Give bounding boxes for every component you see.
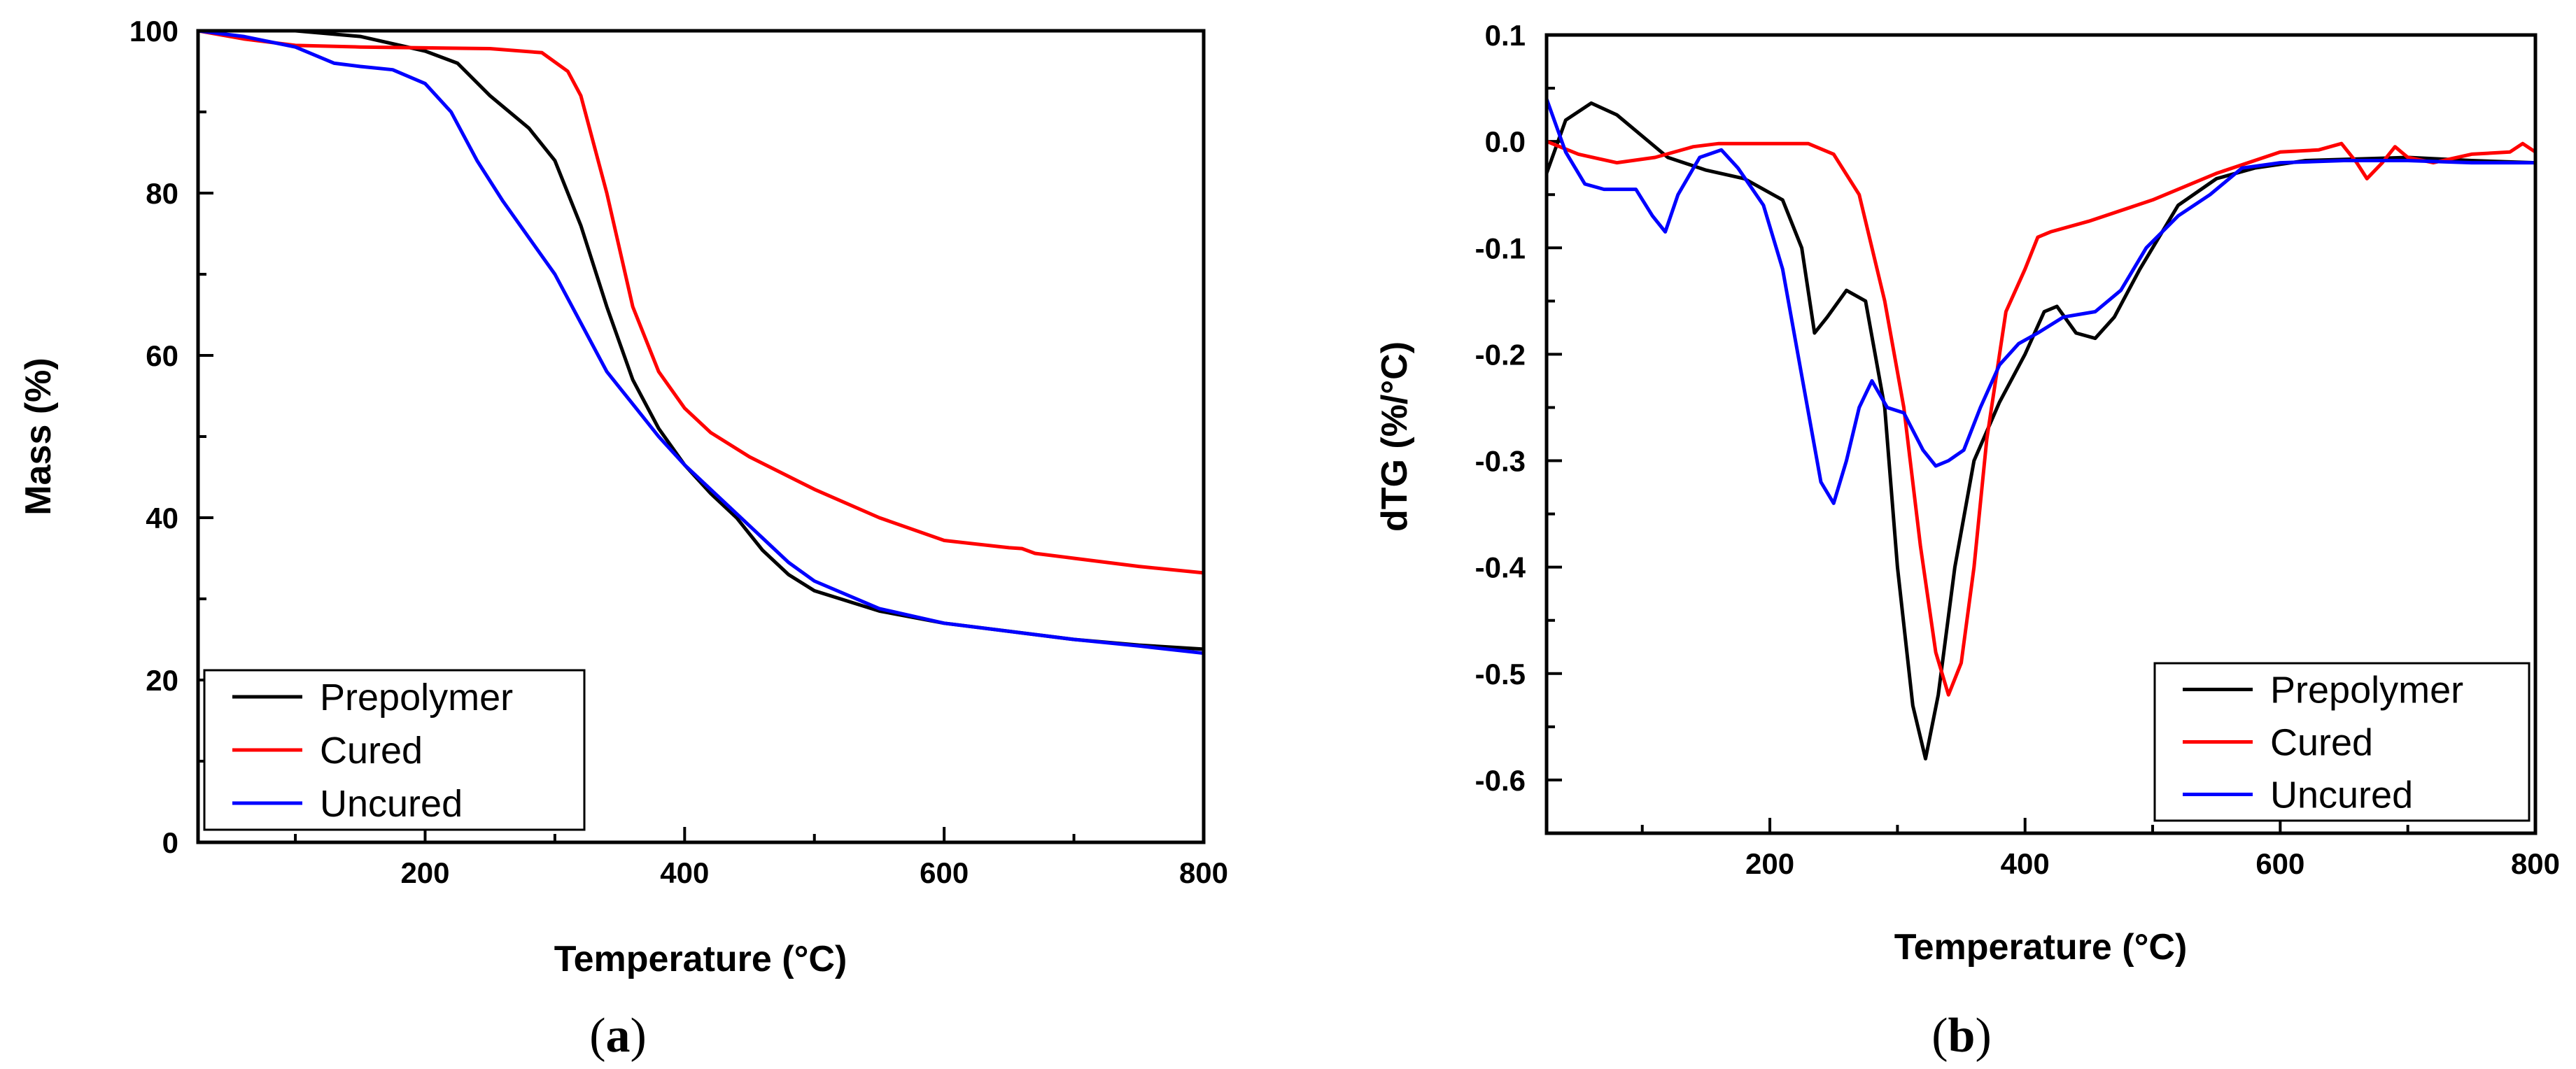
panel-b-x-tick-label: 400 [2001,847,2050,880]
panel-a-series-layer [197,29,1204,656]
panel-a-y-tick-label: 80 [146,177,178,210]
panel-a-series-cured [197,29,1204,575]
panel-b-y-tick-label: -0.1 [1475,232,1526,264]
panel-b-y-tick-label: 0.0 [1485,125,1526,158]
panel-b-series-prepolymer [1544,101,2536,760]
panel-b-chart: 200 400 600 800 0.1 0.0 -0.1 -0.2 -0.3 -0.4 -0.5 -0… [1374,19,2560,1063]
panel-b-y-tick-label: 0.1 [1485,19,1526,52]
panel-a-x-tick-label: 400 [660,856,709,889]
panel-a-x-axis-label: Temperature (°C) [554,939,847,979]
panel-b-x-tick-label: 800 [2511,847,2560,880]
panel-b-legend: Prepolymer Cured Uncured [2153,662,2531,822]
panel-b-legend-label-prepolymer: Prepolymer [2270,670,2463,712]
panel-b-series-layer [1544,98,2537,760]
panel-a-legend-label-uncured: Uncured [320,783,463,825]
panel-a-plot-frame [196,29,1206,844]
panel-a-y-tick-label: 20 [146,664,178,697]
panel-a-tick-labels: 200 400 600 800 0 20 40 60 80 100 [129,15,1228,889]
panel-a-y-tick-label: 40 [146,502,178,534]
panel-a-series-uncured [197,29,1204,656]
panel-b-y-tick-label: -0.6 [1475,764,1526,797]
panel-b-y-tick-label: -0.3 [1475,445,1526,478]
panel-b-series-uncured [1544,98,2535,505]
panel-b-tick-labels: 200 400 600 800 0.1 0.0 -0.1 -0.2 -0.3 -0.4 -0.5 -0… [1475,19,2560,880]
panel-a-letter: a [606,1009,631,1063]
panel-a-y-tick-label: 100 [129,15,178,48]
panel-b-x-tick-label: 200 [1745,847,1794,880]
panel-a-y-axis-label: Mass (%) [18,357,59,515]
panel-a-caption: (a) [589,1009,647,1063]
panel-b-y-tick-label: -0.2 [1475,338,1526,371]
panel-b-legend-label-uncured: Uncured [2270,774,2413,816]
panel-b-x-tick-label: 600 [2255,847,2304,880]
panel-a-legend-label-prepolymer: Prepolymer [320,677,513,718]
panel-a-legend: Prepolymer Cured Uncured [203,669,586,831]
panel-b-plot-frame [1544,33,2538,835]
panel-b-letter: b [1948,1009,1976,1063]
panel-b-series-cured [1546,139,2537,697]
panel-a-y-tick-label: 0 [162,826,178,859]
panel-a-x-tick-label: 200 [400,856,449,889]
panel-a-x-tick-label: 600 [920,856,969,889]
panel-b-x-axis-label: Temperature (°C) [1894,927,2188,968]
panel-a-chart: 200 400 600 800 0 20 40 60 80 100 Temperature (°C… [18,15,1228,1063]
panel-b-caption: (b) [1931,1009,1992,1063]
panel-b-y-axis-label: dTG (%/°C) [1374,341,1415,532]
panel-b-legend-label-cured: Cured [2270,722,2373,764]
panel-a-x-tick-label: 800 [1179,856,1228,889]
panel-a-y-tick-label: 60 [146,339,178,372]
panel-b-y-tick-label: -0.5 [1475,658,1526,691]
panel-a-legend-label-cured: Cured [320,730,423,772]
panel-b-y-tick-label: -0.4 [1475,551,1526,584]
